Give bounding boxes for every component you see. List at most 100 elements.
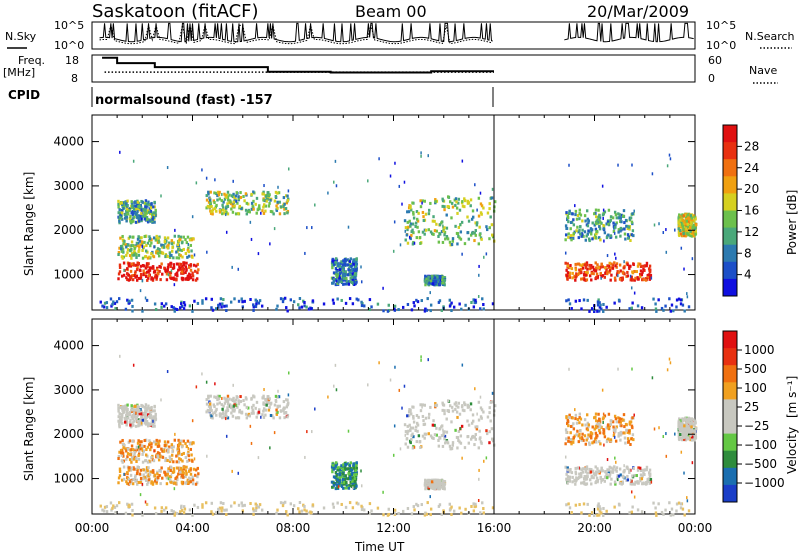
velocity-echo-cell [161, 449, 164, 453]
velocity-echo-cell [117, 454, 121, 458]
velocity-echo-cell [244, 396, 248, 400]
power-echo-cell [665, 228, 667, 232]
power-echo-cell [207, 192, 210, 196]
velocity-echo-cell [675, 509, 678, 513]
power-echo-cell [443, 230, 447, 234]
power-echo-cell [130, 298, 134, 302]
power-echo-cell [183, 303, 187, 307]
velocity-echo-cell [157, 444, 161, 448]
velocity-echo-cell [568, 478, 571, 482]
power-echo-cell [419, 205, 423, 209]
power-echo-cell [410, 233, 413, 237]
power-echo-cell [337, 279, 340, 283]
power-echo-cell [627, 225, 631, 229]
velocity-echo-cell [130, 415, 133, 419]
power-echo-cell [172, 277, 176, 281]
power-echo-cell [217, 305, 220, 309]
velocity-echo-cell [611, 470, 615, 474]
velocity-echo-cell [184, 442, 187, 446]
power-echo-cell [611, 263, 615, 267]
velocity-echo-cell [438, 436, 442, 440]
velocity-echo-cell [139, 479, 143, 483]
power-echo-cell [614, 235, 618, 239]
velocity-echo-cell [678, 420, 681, 424]
power-echo-cell [399, 243, 402, 247]
velocity-echo-cell [437, 444, 441, 448]
power-echo-cell [118, 246, 121, 250]
power-echo-cell [252, 190, 255, 194]
power-echo-cell [568, 302, 572, 306]
velocity-echo-cell [136, 414, 139, 418]
velocity-echo-cell [132, 423, 135, 427]
velocity-echo-cell [130, 404, 133, 408]
power-echo-cell [275, 208, 279, 212]
power-echo-cell [147, 274, 151, 278]
velocity-echo-cell [628, 468, 631, 472]
velocity-echo-cell [152, 419, 154, 423]
velocity-echo-cell [278, 416, 282, 420]
power-echo-cell [459, 223, 462, 227]
power-echo-cell [580, 234, 583, 238]
power-echo-cell [657, 298, 660, 302]
power-echo-cell [409, 204, 412, 208]
power-echo-cell [143, 235, 146, 239]
power-echo-cell [595, 267, 598, 271]
velocity-echo-cell [433, 433, 437, 437]
power-echo-cell [331, 263, 334, 267]
power-echo-cell [187, 250, 190, 254]
power-echo-cell [134, 270, 137, 274]
velocity-echo-cell [592, 440, 596, 444]
power-echo-cell [174, 277, 177, 281]
velocity-echo-cell [216, 402, 219, 406]
velocity-echo-cell [252, 512, 255, 516]
velocity-echo-cell [243, 403, 246, 407]
power-echo-cell [182, 307, 186, 311]
power-echo-cell [163, 240, 167, 244]
power-echo-cell [130, 256, 133, 260]
power-colorbar-swatch [723, 142, 737, 160]
power-echo-cell [348, 297, 352, 301]
velocity-echo-cell [662, 512, 665, 516]
power-echo-cell [129, 269, 133, 273]
velocity-echo-cell [406, 414, 409, 418]
power-colorbar-swatch [723, 159, 737, 177]
power-echo-cell [578, 228, 581, 232]
velocity-echo-cell [642, 471, 645, 475]
velocity-echo-cell [137, 454, 140, 458]
power-echo-cell [574, 209, 578, 213]
power-echo-cell [206, 250, 208, 254]
power-echo-cell [137, 250, 140, 254]
velocity-echo-cell [275, 408, 278, 412]
velocity-echo-cell [586, 436, 589, 440]
power-echo-cell [693, 227, 697, 231]
power-echo-cell [138, 245, 141, 249]
power-echo-cell [165, 272, 169, 276]
velocity-echo-cell [574, 482, 577, 486]
velocity-echo-cell [687, 433, 690, 437]
velocity-echo-cell [233, 501, 236, 505]
velocity-echo-cell [594, 473, 598, 477]
power-echo-cell [236, 201, 239, 205]
velocity-echo-cell [626, 437, 630, 441]
velocity-echo-cell [600, 511, 603, 515]
velocity-echo-cell [175, 466, 179, 470]
power-echo-cell [155, 251, 158, 255]
power-echo-cell [410, 208, 413, 212]
velocity-echo-cell [686, 436, 689, 440]
power-echo-cell [352, 280, 356, 284]
velocity-echo-cell [284, 411, 288, 415]
power-echo-cell [287, 189, 290, 193]
velocity-echo-cell [226, 408, 230, 412]
power-echo-cell [429, 279, 433, 283]
velocity-echo-cell [574, 472, 578, 476]
velocity-echo-cell [691, 429, 694, 433]
velocity-echo-cell [136, 448, 139, 452]
power-echo-cell [342, 276, 346, 280]
velocity-echo-cell [443, 434, 447, 438]
power-echo-cell [628, 307, 631, 311]
power-echo-cell [386, 309, 390, 313]
velocity-echo-cell [378, 361, 380, 365]
power-echo-cell [599, 303, 602, 307]
velocity-echo-cell [618, 420, 621, 424]
power-echo-cell [443, 208, 446, 212]
